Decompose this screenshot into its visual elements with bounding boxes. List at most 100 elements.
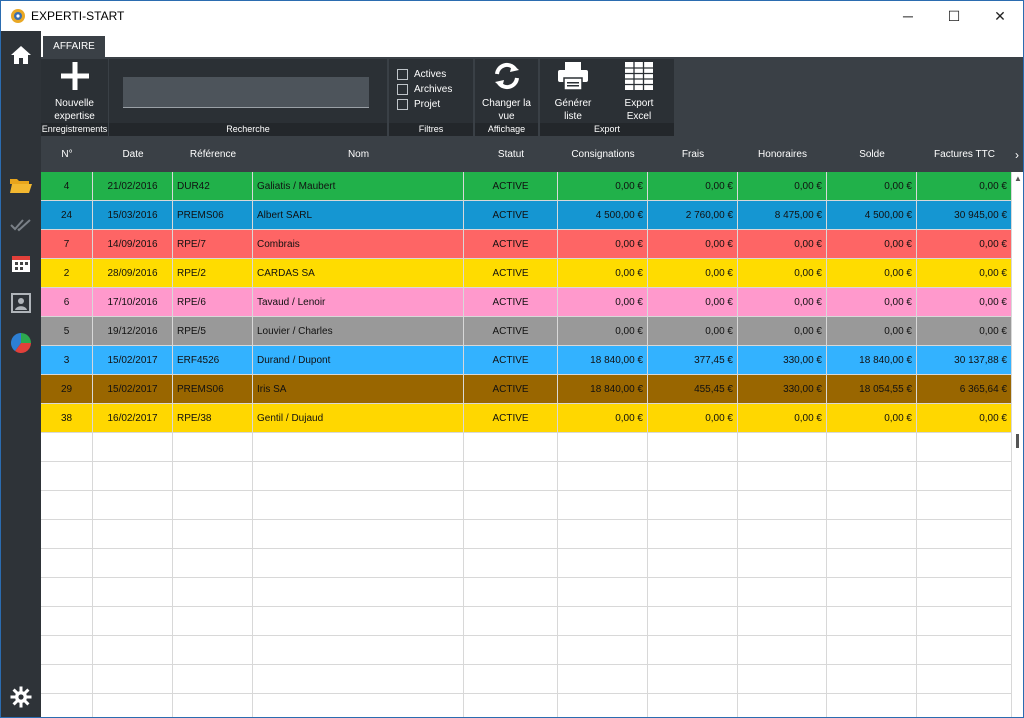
cell-date xyxy=(93,636,173,665)
cell-invoices: 30 137,88 € xyxy=(917,346,1012,375)
maximize-button[interactable]: ☐ xyxy=(947,7,961,24)
vertical-scrollbar[interactable]: ▲ xyxy=(1012,172,1023,717)
column-header-date[interactable]: Date xyxy=(122,149,144,160)
column-header-fees[interactable]: Frais xyxy=(681,149,705,160)
table-row[interactable]: 7 14/09/2016 RPE/7 Combrais ACTIVE 0,00 €0,00… xyxy=(41,230,1012,259)
tab-affaire[interactable]: AFFAIRE xyxy=(43,36,105,58)
cell-name xyxy=(253,636,464,665)
empty-table-row xyxy=(41,665,1012,694)
cell-reference xyxy=(173,549,253,578)
cell-balance xyxy=(827,491,917,520)
cell-honoraria: 0,00 € xyxy=(738,404,827,433)
cell-fees xyxy=(648,433,738,462)
table-row[interactable]: 6 17/10/2016 RPE/6 Tavaud / Lenoir ACTIVE 0,0… xyxy=(41,288,1012,317)
close-button[interactable]: ✕ xyxy=(994,7,1006,24)
pie-chart-icon[interactable] xyxy=(9,331,33,355)
cell-invoices: 0,00 € xyxy=(917,404,1012,433)
export-excel-button[interactable]: Export Excel xyxy=(608,61,670,123)
cell-name: Albert SARL xyxy=(253,201,464,230)
cell-name: Galiatis / Maubert xyxy=(253,172,464,201)
column-header-consignations[interactable]: Consignations xyxy=(571,149,635,160)
filter-active-row[interactable]: Actives xyxy=(397,69,446,80)
double-check-icon[interactable] xyxy=(9,213,33,237)
cell-honoraria: 0,00 € xyxy=(738,288,827,317)
cell-invoices xyxy=(917,549,1012,578)
gear-icon[interactable] xyxy=(9,685,33,709)
filter-archives-checkbox[interactable] xyxy=(397,84,408,95)
cell-date xyxy=(93,549,173,578)
cell-invoices xyxy=(917,694,1012,717)
cell-date: 15/02/2017 xyxy=(93,346,173,375)
title-bar: EXPERTI-START ─ ☐ ✕ xyxy=(1,1,1023,31)
column-header-invoices[interactable]: Factures TTC xyxy=(934,149,995,160)
column-header-balance[interactable]: Solde xyxy=(859,149,885,160)
home-icon[interactable] xyxy=(9,43,33,67)
cell-consignations xyxy=(558,520,648,549)
minimize-button[interactable]: ─ xyxy=(903,8,913,24)
column-header-number[interactable]: N° xyxy=(61,149,73,160)
cell-reference: RPE/5 xyxy=(173,317,253,346)
cell-fees: 0,00 € xyxy=(648,288,738,317)
generate-list-label-1: Générer xyxy=(554,98,592,109)
scrollbar-thumb[interactable] xyxy=(1016,434,1019,448)
table-row[interactable]: 2 28/09/2016 RPE/2 CARDAS SA ACTIVE 0,00 €0,0… xyxy=(41,259,1012,288)
empty-table-row xyxy=(41,549,1012,578)
new-expertise-button[interactable]: Nouvelle expertise xyxy=(41,61,108,123)
table-row[interactable]: 5 19/12/2016 RPE/5 Louvier / Charles ACTIVE 0… xyxy=(41,317,1012,346)
table-row[interactable]: 4 21/02/2016 DUR42 Galiatis / Maubert ACTIVE… xyxy=(41,172,1012,201)
cell-honoraria xyxy=(738,520,827,549)
change-view-button[interactable]: Changer la vue xyxy=(475,61,538,123)
group-search-label: Recherche xyxy=(109,123,387,136)
filter-archives-row[interactable]: Archives xyxy=(397,84,452,95)
cell-honoraria xyxy=(738,578,827,607)
column-header-honoraria[interactable]: Honoraires xyxy=(758,149,807,160)
scroll-up-icon[interactable]: ▲ xyxy=(1014,174,1022,183)
cell-name xyxy=(253,694,464,717)
table-row[interactable]: 24 15/03/2016 PREMS06 Albert SARL ACTIVE 4 50… xyxy=(41,201,1012,230)
cell-fees xyxy=(648,694,738,717)
cell-fees: 0,00 € xyxy=(648,404,738,433)
cell-balance: 0,00 € xyxy=(827,317,917,346)
cell-date xyxy=(93,433,173,462)
change-view-label-2: vue xyxy=(498,111,515,122)
cell-status xyxy=(464,607,558,636)
folder-icon[interactable] xyxy=(9,173,33,197)
column-header-status[interactable]: Statut xyxy=(497,149,525,160)
filter-active-checkbox[interactable] xyxy=(397,69,408,80)
data-grid: 4 21/02/2016 DUR42 Galiatis / Maubert ACTIVE… xyxy=(41,172,1012,717)
cell-number: 2 xyxy=(41,259,93,288)
cell-reference: RPE/38 xyxy=(173,404,253,433)
group-display-label: Affichage xyxy=(475,123,538,136)
table-row[interactable]: 38 16/02/2017 RPE/38 Gentil / Dujaud ACTIVE 0… xyxy=(41,404,1012,433)
cell-honoraria: 330,00 € xyxy=(738,346,827,375)
cell-number xyxy=(41,665,93,694)
cell-date xyxy=(93,578,173,607)
window-title: EXPERTI-START xyxy=(31,9,125,23)
contact-icon[interactable] xyxy=(9,291,33,315)
cell-invoices xyxy=(917,636,1012,665)
cell-fees xyxy=(648,578,738,607)
filter-project-checkbox[interactable] xyxy=(397,99,408,110)
search-input[interactable] xyxy=(123,77,369,108)
table-row[interactable]: 3 15/02/2017 ERF4526 Durand / Dupont ACTIVE 1… xyxy=(41,346,1012,375)
scroll-right-icon[interactable]: › xyxy=(1015,148,1019,162)
cell-fees xyxy=(648,520,738,549)
column-header-name[interactable]: Nom xyxy=(347,149,370,160)
generate-list-button[interactable]: Générer liste xyxy=(542,61,604,123)
cell-date xyxy=(93,462,173,491)
cell-status: ACTIVE xyxy=(464,375,558,404)
table-row[interactable]: 29 15/02/2017 PREMS06 Iris SA ACTIVE 18 840,0… xyxy=(41,375,1012,404)
cell-consignations: 0,00 € xyxy=(558,404,648,433)
cell-number xyxy=(41,607,93,636)
empty-table-row xyxy=(41,636,1012,665)
cell-fees xyxy=(648,607,738,636)
cell-status xyxy=(464,549,558,578)
cell-consignations xyxy=(558,549,648,578)
calendar-icon[interactable] xyxy=(9,251,33,275)
column-header-reference[interactable]: Référence xyxy=(189,149,237,160)
cell-name xyxy=(253,549,464,578)
app-logo-icon xyxy=(10,8,26,24)
filter-project-row[interactable]: Projet xyxy=(397,99,440,110)
group-export-label: Export xyxy=(540,123,674,136)
cell-date: 19/12/2016 xyxy=(93,317,173,346)
